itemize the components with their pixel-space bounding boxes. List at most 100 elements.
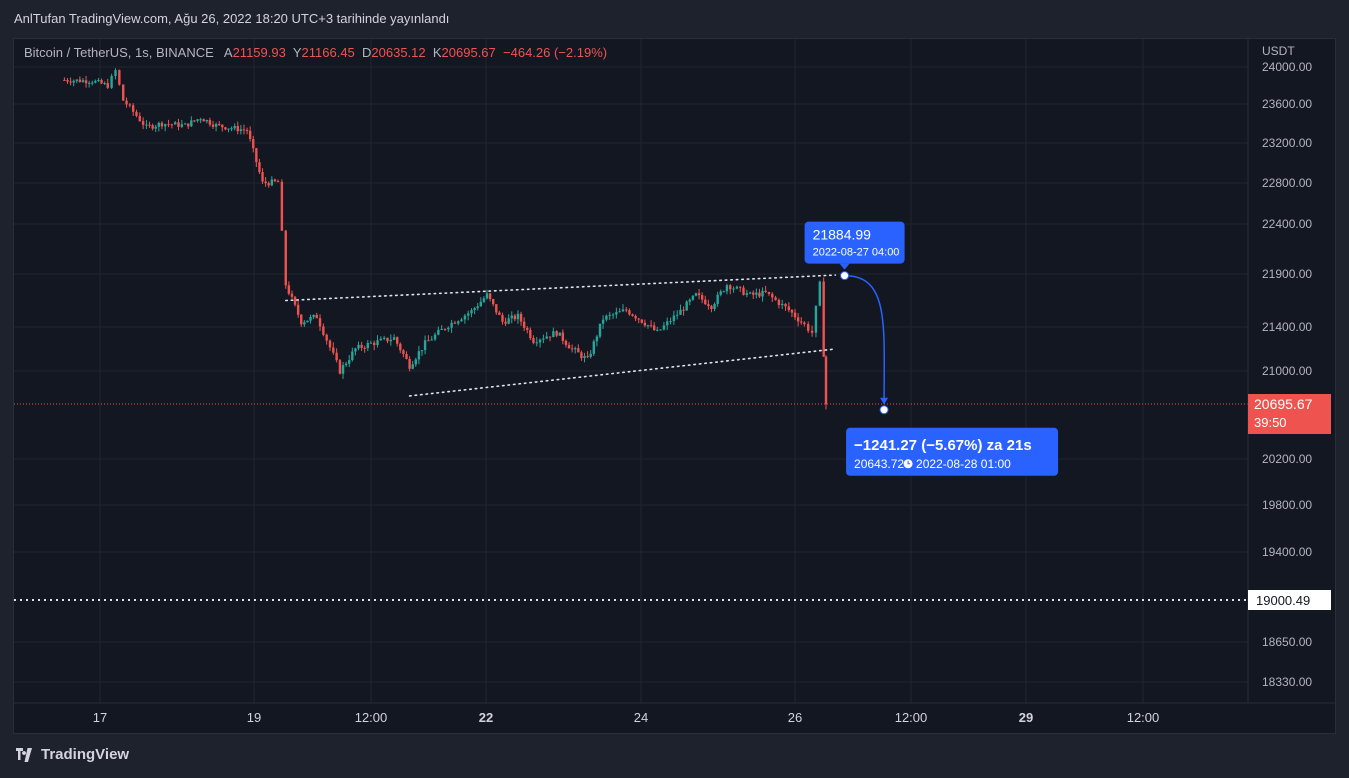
candle-body [482,298,486,302]
candle-body [376,340,379,346]
candle-body [814,305,818,333]
candle-body [312,314,315,317]
candle-body [793,312,797,318]
price-axis[interactable] [1248,39,1336,734]
candle-body [351,351,354,361]
candle-body [389,339,393,342]
candle-body [183,123,187,125]
candle-body [745,293,749,295]
candle-body [510,315,513,319]
brand-footer[interactable]: TradingView [14,746,129,763]
candle-body [106,83,109,88]
candle-body [114,70,117,76]
candle-body [423,340,427,351]
candle-body [239,129,243,132]
candle-body [447,327,450,330]
candle-body [685,301,688,311]
y-tick-label: 24000.00 [1262,60,1312,74]
candle-body [399,343,402,351]
candle-body [672,315,676,322]
candle-body [542,338,545,340]
support-level-tag[interactable] [1248,590,1331,610]
candle-body [369,342,373,344]
candle-body [420,350,424,352]
tradingview-logo-icon [16,747,32,762]
clock-icon-hands [907,460,911,465]
candle-body [264,181,267,184]
candle-body [800,321,803,323]
candle-body [691,295,695,300]
candle-body [507,318,510,324]
candle-body [396,337,399,344]
projection-start-label-box [804,221,905,264]
candle-body [628,310,631,315]
candle-body [732,288,735,290]
candle-body [261,172,264,182]
y-tick-label: 21400.00 [1262,320,1312,334]
candle-body [167,124,170,126]
y-tick-label: 22400.00 [1262,217,1312,231]
candle-body [729,285,732,290]
candle-body [640,319,643,323]
candle-body [774,297,777,300]
projection-end-point[interactable] [879,405,889,415]
candle-body [433,334,437,340]
x-tick-label: 26 [788,710,802,725]
candle-body [476,306,479,309]
candle-body [360,344,363,348]
candle-body [276,181,280,183]
candle-body [735,286,739,289]
candle-body [764,290,767,292]
candle-body [160,122,164,127]
low-value: 20635.12 [371,45,426,60]
candle-body [248,130,252,139]
candle-body [135,111,138,116]
low-label: D [362,45,372,60]
candle-body [78,79,82,82]
candle-body [473,308,476,311]
candle-body [354,348,357,352]
y-tick-label: 20200.00 [1262,452,1312,466]
y-tick-label: 21900.00 [1262,267,1312,281]
candle-body [196,119,199,121]
candle-body [755,292,758,295]
candle-body [652,325,656,331]
candle-body [363,347,366,349]
projection-arrow[interactable] [844,274,886,404]
candle-body [236,125,239,132]
candle-body [688,299,691,302]
price-chart[interactable]: 21884.99 2022-08-27 04:00 −1241.27 (−5.67%… [14,39,1336,734]
candle-body [341,365,345,374]
candle-body [545,336,548,339]
candle-body [761,290,764,297]
chart-panel[interactable]: 21884.99 2022-08-27 04:00 −1241.27 (−5.67%… [13,38,1336,734]
candle-body [138,115,142,122]
y-tick-label: 18330.00 [1262,675,1312,689]
candle-body [611,314,615,316]
candle-body [625,309,628,311]
candle-body [601,319,605,324]
candle-body [148,124,151,126]
candle-body [437,329,440,335]
candle-body [224,127,227,130]
candle-body [296,304,300,315]
candle-body [306,320,309,323]
channel-upper-line[interactable] [284,274,837,302]
projection-end-price: 20643.72 [854,457,904,471]
candle-body [386,337,389,342]
candle-body [190,120,193,127]
candle-body [488,293,492,300]
candle-body [824,356,828,405]
last-price-value: 20695.67 [1254,396,1313,412]
candle-body [131,105,135,112]
candle-body [818,281,822,306]
candle-body [81,80,85,82]
channel-lower-line[interactable] [408,348,837,397]
candle-body [796,317,800,322]
candle-body [567,344,571,349]
candle-body [704,299,707,305]
projection-start-point[interactable] [840,271,850,281]
symbol-legend: Bitcoin / TetherUS, 1s, BINANCE A21159.9… [24,45,607,60]
projection-end-summary: −1241.27 (−5.67%) za 21s [854,437,1032,454]
candle-body [217,124,221,126]
